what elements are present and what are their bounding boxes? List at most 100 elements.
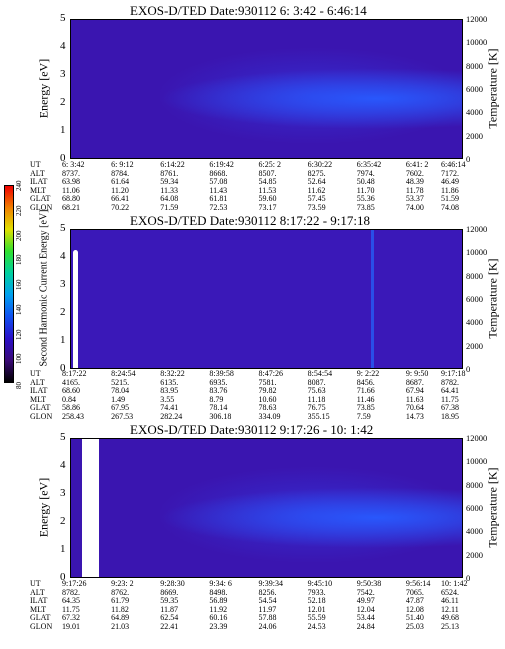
ephemeris-cell: 12.04 — [356, 604, 375, 614]
ephemeris-cell: 83.76 — [209, 386, 228, 396]
ephemeris-cell: 9:34: 6 — [209, 579, 232, 588]
ephemeris-cell: 55.59 — [307, 613, 326, 623]
ephemeris-cell: 6935. — [209, 377, 228, 387]
ephemeris-cell: 355.15 — [307, 412, 330, 421]
ephemeris-cell: 67.32 — [62, 613, 80, 623]
ephemeris-cell: 8737. — [62, 168, 80, 178]
ephemeris-cell: 8:24:54 — [111, 369, 136, 378]
ephemeris-cell: 70.22 — [111, 203, 130, 212]
energy-tick-label: 5 — [60, 12, 66, 24]
ephemeris-cell: 11.20 — [111, 185, 129, 195]
ephemeris-cell: 73.85 — [356, 403, 375, 413]
ephemeris-cell: 64.35 — [62, 596, 80, 606]
energy-tick-label: 5 — [60, 431, 66, 443]
colorbar-tick-label: 200 — [15, 230, 23, 241]
ephemeris-cell: 9:17:26 — [62, 579, 87, 588]
ephemeris-cell: 6:46:14 — [441, 160, 466, 169]
ephemeris-cell: 49.97 — [356, 596, 375, 606]
temperature-tick-label: 10000 — [466, 37, 488, 48]
energy-axis-label: Second Harmonic Current Energy [eV] — [38, 209, 50, 367]
ephemeris-cell: 6:35:42 — [356, 160, 382, 169]
ephemeris-cell: 8687. — [405, 377, 424, 387]
ephemeris-cell: 49.68 — [441, 613, 459, 623]
ephemeris-cell: 21.03 — [111, 622, 130, 631]
temperature-tick-label: 2000 — [466, 549, 483, 560]
ephemeris-cell: 11.43 — [209, 185, 228, 195]
colorbar-tick-label: 220 — [15, 205, 23, 216]
ephemeris-row-label: ILAT — [30, 386, 48, 396]
ephemeris-cell: 9: 2:22 — [356, 369, 380, 378]
ephemeris-cell: 6:30:22 — [307, 160, 333, 169]
panel-title: EXOS-D/TED Date:930112 6: 3:42 - 6:46:14 — [130, 3, 367, 18]
ephemeris-row-label: GLAT — [30, 403, 51, 413]
ephemeris-cell: 258.43 — [62, 412, 84, 421]
energy-tick-label: 3 — [60, 487, 66, 499]
ephemeris-row-label: MLT — [30, 185, 47, 195]
ephemeris-cell: 11.53 — [258, 185, 277, 195]
temperature-tick-label: 2000 — [466, 130, 483, 141]
ephemeris-cell: 23.39 — [209, 622, 228, 631]
ephemeris-cell: 57.45 — [307, 194, 326, 204]
ephemeris-cell: 64.08 — [160, 194, 179, 204]
ephemeris-cell: 54.54 — [258, 596, 277, 606]
ephemeris-row-label: ILAT — [30, 596, 48, 606]
energy-tick-label: 4 — [60, 250, 66, 262]
ephemeris-cell: 19.01 — [62, 622, 80, 631]
ephemeris-cell: 79.82 — [258, 386, 277, 396]
ephemeris-cell: 8784. — [111, 168, 130, 178]
colorbar-tick-label: 120 — [15, 329, 23, 340]
ephemeris-cell: 1.49 — [111, 394, 126, 404]
ephemeris-cell: 8.79 — [209, 394, 224, 404]
temperature-tick-label: 0 — [466, 154, 471, 164]
ephemeris-cell: 3.55 — [160, 394, 175, 404]
panel-title: EXOS-D/TED Date:930112 8:17:22 - 9:17:18 — [130, 213, 370, 228]
ephemeris-cell: 8:32:22 — [160, 369, 185, 378]
ephemeris-cell: 12.01 — [307, 604, 326, 614]
energy-tick-label: 0 — [60, 362, 66, 374]
ephemeris-cell: 59.34 — [160, 177, 179, 187]
ephemeris-cell: 8668. — [209, 168, 228, 178]
ephemeris-cell: 282.24 — [160, 412, 183, 421]
ephemeris-cell: 11.70 — [356, 185, 375, 195]
ephemeris-cell: 72.53 — [209, 203, 228, 212]
ephemeris-row-label: MLT — [30, 394, 47, 404]
ephemeris-cell: 11.62 — [307, 185, 326, 195]
ephemeris-cell: 6: 9:12 — [111, 160, 134, 169]
temperature-tick-label: 0 — [466, 364, 471, 374]
ephemeris-row-label: GLON — [30, 203, 53, 212]
ephemeris-cell: 11.92 — [209, 604, 228, 614]
ephemeris-cell: 74.08 — [441, 203, 459, 212]
ephemeris-cell: 57.08 — [209, 177, 228, 187]
ephemeris-cell: 6135. — [160, 377, 179, 387]
ephemeris-cell: 46.11 — [441, 596, 459, 606]
colorbar-tick-label: 140 — [15, 304, 23, 315]
temperature-tick-label: 10000 — [466, 456, 488, 467]
ephemeris-cell: 11.78 — [405, 185, 424, 195]
ephemeris-cell: 18.95 — [441, 412, 459, 421]
ephemeris-cell: 46.49 — [441, 177, 459, 187]
ephemeris-cell: 59.35 — [160, 596, 179, 606]
ephemeris-cell: 47.87 — [405, 596, 424, 606]
ephemeris-cell: 54.85 — [258, 177, 277, 187]
ephemeris-cell: 52.18 — [307, 596, 326, 606]
ephemeris-cell: 8507. — [258, 168, 277, 178]
ephemeris-cell: 66.41 — [111, 194, 130, 204]
ephemeris-cell: 78.63 — [258, 403, 277, 413]
temperature-tick-label: 4000 — [466, 107, 483, 118]
ephemeris-cell: 83.95 — [160, 386, 179, 396]
ephemeris-cell: 51.40 — [405, 613, 424, 623]
ephemeris-cell: 9:45:10 — [307, 579, 333, 588]
temperature-axis-label: Temperature [K] — [485, 467, 500, 548]
ephemeris-cell: 10: 1:42 — [441, 579, 468, 588]
ephemeris-cell: 8:47:26 — [258, 369, 283, 378]
ephemeris-cell: 8275. — [307, 168, 326, 178]
ephemeris-row-label: ILAT — [30, 177, 48, 187]
ephemeris-cell: 11.18 — [307, 394, 326, 404]
ephemeris-cell: 73.17 — [258, 203, 277, 212]
colorbar-tick-label: 100 — [15, 353, 23, 365]
temperature-tick-label: 12000 — [466, 433, 488, 443]
colorbar — [4, 185, 14, 383]
ephemeris-row-label: GLON — [30, 412, 53, 421]
ephemeris-row-label: GLAT — [30, 613, 51, 623]
ephemeris-cell: 58.86 — [62, 403, 80, 413]
